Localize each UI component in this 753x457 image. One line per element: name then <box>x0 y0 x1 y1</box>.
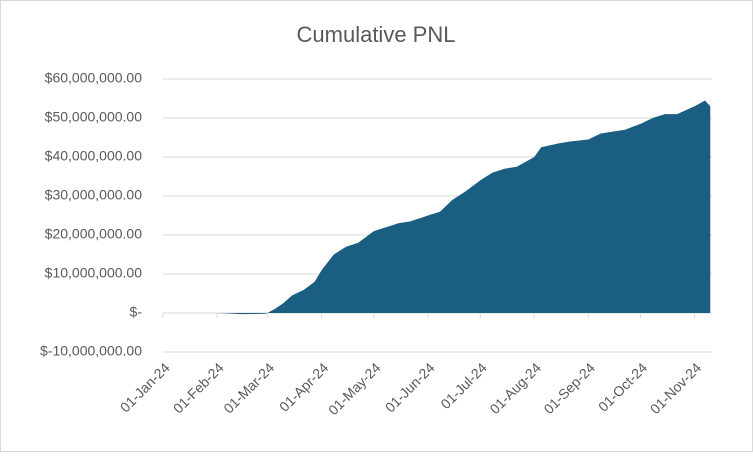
chart-title: Cumulative PNL <box>297 22 456 47</box>
y-tick-label: $10,000,000.00 <box>45 265 143 281</box>
area <box>217 100 711 315</box>
y-tick-label: $-10,000,000.00 <box>40 343 142 359</box>
y-tick-label: $40,000,000.00 <box>45 148 143 164</box>
y-tick-label: $30,000,000.00 <box>45 187 143 203</box>
y-tick-label: $50,000,000.00 <box>45 109 143 125</box>
y-tick-label: $- <box>130 304 143 320</box>
y-tick-label: $20,000,000.00 <box>45 226 143 242</box>
y-tick-label: $60,000,000.00 <box>45 70 143 86</box>
